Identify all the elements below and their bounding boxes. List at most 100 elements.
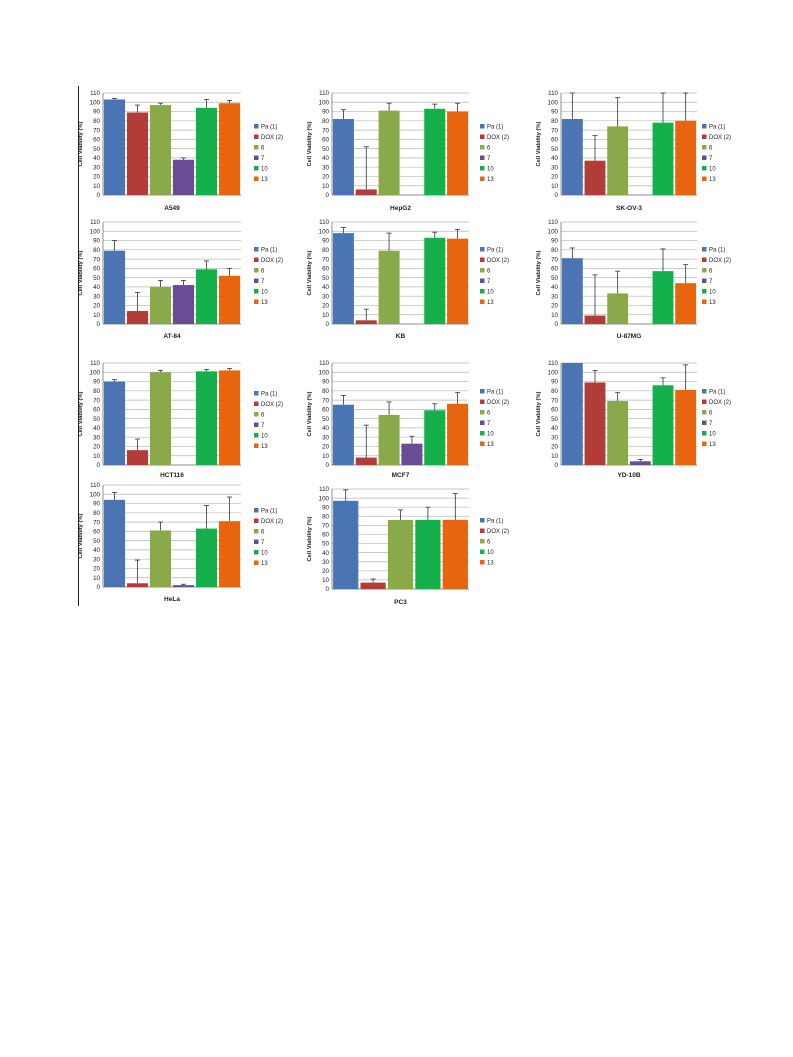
y-tick-label: 80 — [93, 247, 100, 254]
y-tick-label: 30 — [93, 164, 100, 171]
y-tick-label: 110 — [319, 486, 329, 493]
legend-swatch — [702, 399, 707, 404]
bar-pa-1- — [561, 118, 583, 195]
bar-pa-1- — [103, 250, 126, 324]
bar-dox-2- — [584, 160, 606, 195]
chart-title: HCT116 — [160, 472, 184, 479]
legend-swatch — [480, 399, 485, 404]
legend-swatch — [480, 389, 485, 394]
legend-swatch — [254, 539, 259, 544]
y-tick-label: 110 — [548, 360, 558, 367]
chart-title: HepG2 — [390, 205, 411, 212]
legend-swatch — [702, 441, 707, 446]
bar-7 — [172, 285, 195, 324]
y-tick-label: 80 — [551, 388, 558, 395]
legend-swatch — [254, 422, 259, 427]
y-tick-label: 50 — [322, 416, 329, 423]
y-tick-label: 70 — [322, 397, 329, 404]
legend-swatch — [702, 389, 707, 394]
bar-13 — [675, 120, 697, 195]
legend-swatch — [702, 145, 707, 150]
bar-13 — [218, 275, 241, 324]
legend-swatch — [480, 289, 485, 294]
y-tick-label: 0 — [326, 462, 330, 469]
y-tick-label: 10 — [551, 312, 558, 319]
y-tick-label: 110 — [548, 90, 558, 97]
bar-6 — [378, 110, 400, 195]
y-tick-label: 100 — [90, 491, 101, 498]
legend-swatch — [702, 247, 707, 252]
bar-10 — [424, 237, 446, 324]
chart-title: SK-OV-3 — [616, 205, 642, 212]
chart-panel-mcf7: 0 10 20 30 40 50 60 70 80 90 100 110 Cell Viability … — [307, 360, 509, 479]
y-tick-label: 40 — [93, 155, 100, 162]
legend-swatch — [254, 299, 259, 304]
y-tick-label: 40 — [93, 547, 100, 554]
y-tick-label: 50 — [322, 541, 329, 548]
legend-label: 13 — [487, 177, 494, 183]
y-tick-label: 110 — [319, 219, 329, 226]
legend-swatch — [254, 518, 259, 523]
y-tick-label: 30 — [551, 434, 558, 441]
bar-dox-2- — [584, 382, 606, 465]
y-tick-label: 30 — [93, 556, 100, 563]
y-tick-label: 50 — [93, 538, 100, 545]
y-axis-label: Cell Viability (%) — [536, 121, 542, 166]
bar-pa-1- — [103, 99, 126, 195]
legend-swatch — [480, 176, 485, 181]
legend-label: 13 — [487, 300, 494, 306]
legend-label: 7 — [487, 279, 491, 285]
legend-label: 13 — [261, 177, 268, 183]
y-tick-label: 100 — [90, 228, 101, 235]
legend-swatch — [702, 176, 707, 181]
legend-swatch — [254, 508, 259, 513]
bar-pa-1- — [103, 381, 126, 465]
legend-label: 6 — [709, 146, 713, 152]
y-tick-label: 110 — [90, 219, 100, 226]
legend-label: DOX (2) — [261, 135, 283, 141]
y-tick-label: 20 — [93, 174, 100, 181]
y-tick-label: 30 — [551, 293, 558, 300]
y-tick-label: 10 — [322, 312, 329, 319]
y-tick-label: 30 — [551, 164, 558, 171]
legend-swatch — [254, 176, 259, 181]
y-tick-label: 20 — [93, 444, 100, 451]
y-tick-label: 20 — [322, 444, 329, 451]
y-tick-label: 60 — [322, 137, 329, 144]
y-tick-label: 80 — [322, 118, 329, 125]
legend-swatch — [702, 124, 707, 129]
legend-label: 10 — [709, 290, 716, 296]
chart-title: A549 — [164, 205, 180, 212]
legend-label: 7 — [709, 279, 713, 285]
y-tick-label: 90 — [93, 379, 100, 386]
legend-label: 6 — [261, 146, 265, 152]
legend-label: 7 — [261, 279, 265, 285]
y-tick-label: 20 — [93, 303, 100, 310]
y-axis-label: Cell Viability (%) — [78, 513, 84, 558]
y-tick-label: 90 — [93, 109, 100, 116]
legend-swatch — [480, 549, 485, 554]
y-tick-label: 10 — [93, 312, 100, 319]
y-tick-label: 40 — [93, 425, 100, 432]
legend-label: DOX (2) — [487, 135, 509, 141]
y-tick-label: 70 — [322, 127, 329, 134]
y-tick-label: 20 — [551, 444, 558, 451]
y-tick-label: 0 — [326, 586, 330, 593]
y-axis-label: Cell Viability (%) — [78, 121, 84, 166]
legend-label: 7 — [709, 156, 713, 162]
y-tick-label: 10 — [322, 183, 329, 190]
y-tick-label: 110 — [319, 360, 329, 367]
y-tick-label: 60 — [93, 407, 100, 414]
legend-label: DOX (2) — [487, 529, 509, 535]
bar-pa-1- — [332, 404, 354, 465]
legend-swatch — [480, 299, 485, 304]
y-tick-label: 90 — [551, 379, 558, 386]
legend-label: 13 — [261, 561, 268, 567]
bar-dox-2- — [360, 582, 386, 589]
y-tick-label: 30 — [322, 434, 329, 441]
y-tick-label: 80 — [93, 510, 100, 517]
bar-dox-2- — [126, 583, 149, 587]
bar-13 — [442, 519, 468, 589]
bar-pa-1- — [332, 233, 354, 324]
legend-label: Pa (1) — [709, 125, 725, 131]
